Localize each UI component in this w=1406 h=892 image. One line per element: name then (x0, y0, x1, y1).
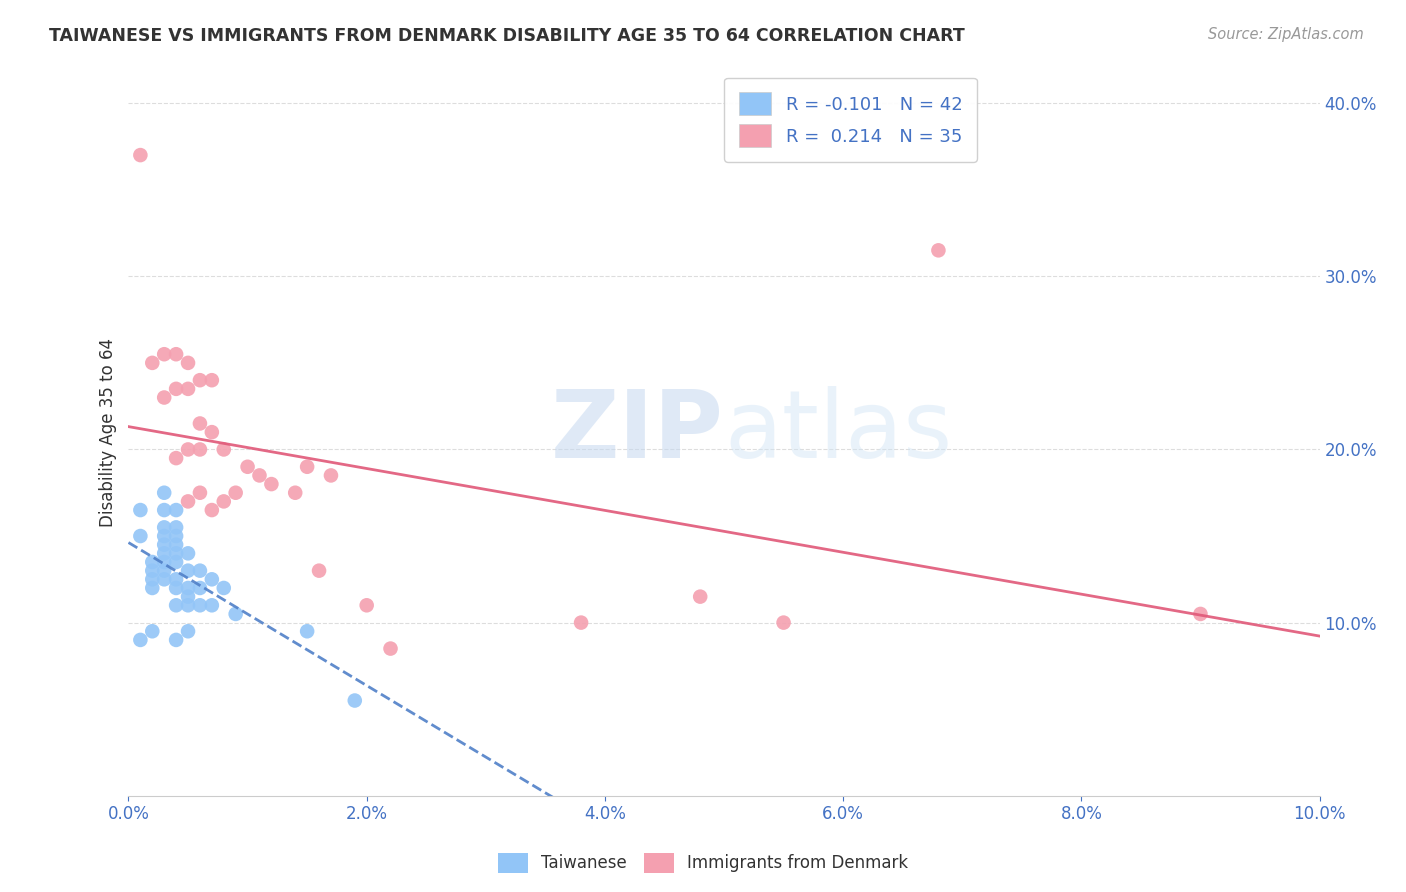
Point (165, 572, 187, 586)
Point (153, 485, 176, 500)
Point (188, 599, 211, 613)
Point (141, 356, 163, 370)
Point (153, 529, 176, 543)
Point (153, 546, 176, 560)
Point (165, 632, 187, 647)
Point (1189, 607, 1212, 621)
Text: ZIP: ZIP (551, 386, 724, 478)
Point (177, 564, 200, 578)
Point (201, 503, 224, 517)
Point (141, 564, 163, 578)
Point (212, 494, 235, 508)
Point (141, 624, 163, 639)
Point (165, 451, 187, 466)
Point (927, 244, 949, 258)
Point (141, 572, 163, 586)
Point (165, 581, 187, 595)
Point (188, 442, 211, 457)
Point (772, 615, 794, 630)
Point (295, 459, 318, 474)
Point (165, 347, 187, 361)
Point (236, 459, 259, 474)
Point (569, 615, 592, 630)
Point (356, 599, 378, 613)
Text: Source: ZipAtlas.com: Source: ZipAtlas.com (1208, 27, 1364, 42)
Point (343, 693, 366, 707)
Point (165, 529, 187, 543)
Point (201, 599, 224, 613)
Y-axis label: Disability Age 35 to 64: Disability Age 35 to 64 (100, 338, 117, 526)
Point (165, 503, 187, 517)
Point (380, 641, 402, 656)
Point (212, 581, 235, 595)
Point (689, 590, 711, 604)
Point (212, 442, 235, 457)
Point (188, 485, 211, 500)
Text: TAIWANESE VS IMMIGRANTS FROM DENMARK DISABILITY AGE 35 TO 64 CORRELATION CHART: TAIWANESE VS IMMIGRANTS FROM DENMARK DIS… (49, 27, 965, 45)
Point (225, 485, 247, 500)
Point (129, 148, 152, 162)
Legend: Taiwanese, Immigrants from Denmark: Taiwanese, Immigrants from Denmark (491, 847, 915, 880)
Point (188, 581, 211, 595)
Point (201, 572, 224, 586)
Point (129, 529, 152, 543)
Point (165, 599, 187, 613)
Point (177, 356, 200, 370)
Point (153, 391, 176, 405)
Point (177, 624, 200, 639)
Point (141, 581, 163, 595)
Point (153, 503, 176, 517)
Text: atlas: atlas (724, 386, 952, 478)
Point (260, 477, 283, 491)
Point (188, 417, 211, 431)
Point (153, 347, 176, 361)
Point (129, 503, 152, 517)
Point (319, 468, 342, 483)
Point (165, 538, 187, 552)
Point (141, 555, 163, 569)
Point (153, 572, 176, 586)
Point (201, 425, 224, 439)
Point (177, 590, 200, 604)
Point (153, 555, 176, 569)
Point (201, 373, 224, 387)
Point (188, 373, 211, 387)
Point (284, 485, 307, 500)
Legend: R = -0.101   N = 42, R =  0.214   N = 35: R = -0.101 N = 42, R = 0.214 N = 35 (724, 78, 977, 161)
Point (177, 546, 200, 560)
Point (153, 564, 176, 578)
Point (177, 581, 200, 595)
Point (165, 382, 187, 396)
Point (165, 555, 187, 569)
Point (188, 564, 211, 578)
Point (177, 382, 200, 396)
Point (295, 624, 318, 639)
Point (165, 546, 187, 560)
Point (129, 632, 152, 647)
Point (177, 442, 200, 457)
Point (165, 520, 187, 534)
Point (308, 564, 330, 578)
Point (153, 538, 176, 552)
Point (225, 607, 247, 621)
Point (177, 494, 200, 508)
Point (249, 468, 271, 483)
Point (153, 520, 176, 534)
Point (177, 599, 200, 613)
